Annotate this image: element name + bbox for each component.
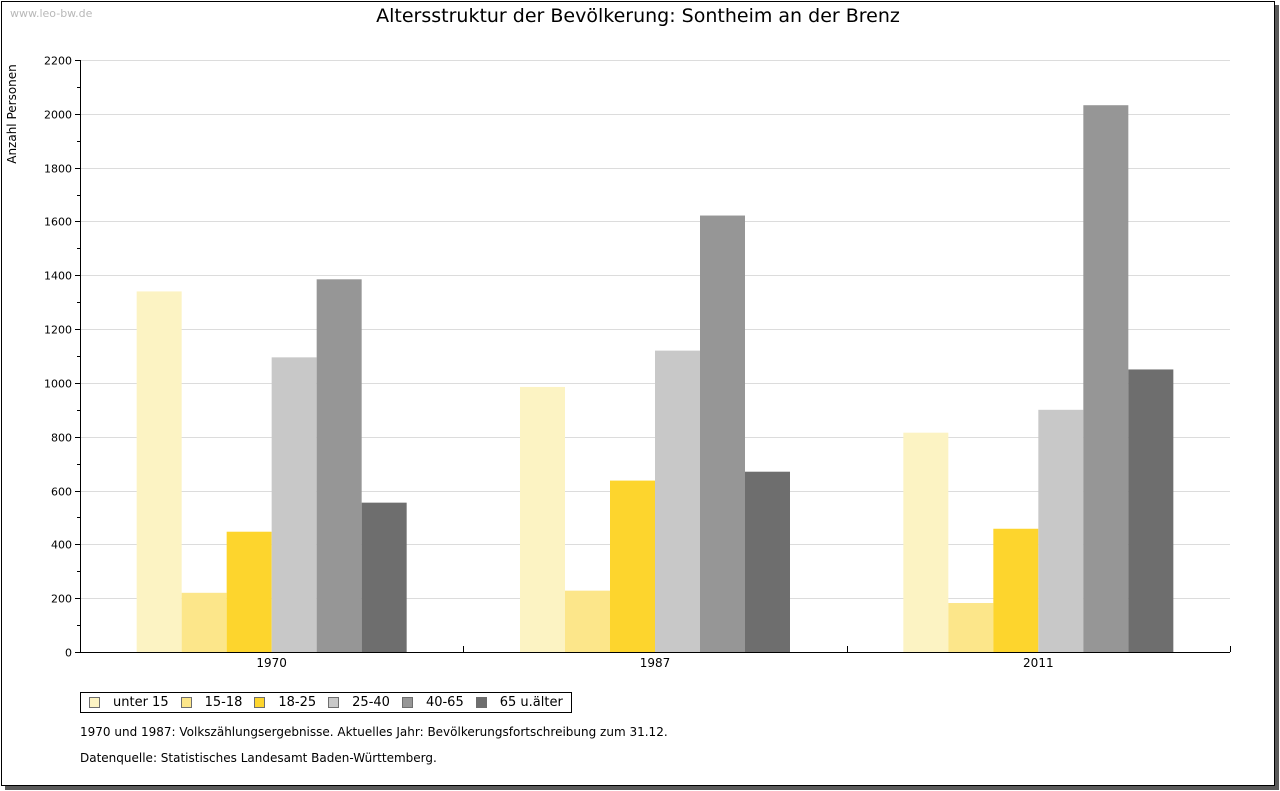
legend-swatch bbox=[401, 697, 413, 708]
y-tick-label: 400 bbox=[51, 539, 72, 552]
bar-1987-25-40 bbox=[655, 350, 700, 652]
bar-2011-18-25 bbox=[993, 528, 1039, 652]
bar-2011-65-u-lter bbox=[1128, 369, 1174, 652]
y-tick-label: 2200 bbox=[44, 55, 72, 68]
bar-1987-15-18 bbox=[565, 590, 610, 652]
legend-item: 18-25 bbox=[254, 695, 316, 710]
watermark: www.leo-bw.de bbox=[10, 7, 93, 20]
legend-item: 25-40 bbox=[328, 695, 390, 710]
y-axis-label: Anzahl Personen bbox=[5, 64, 19, 164]
x-tick-label: 1970 bbox=[256, 656, 287, 670]
bar-2011-25-40 bbox=[1038, 409, 1084, 652]
bar-2011-unter-15 bbox=[903, 432, 949, 652]
bar-1987-unter-15 bbox=[520, 386, 565, 652]
y-tick-label: 800 bbox=[51, 432, 72, 445]
legend-label: 40-65 bbox=[425, 695, 464, 710]
bar-1970-18-25 bbox=[226, 531, 272, 652]
legend-item: unter 15 bbox=[89, 695, 169, 710]
bar-1970-40-65 bbox=[316, 279, 362, 652]
bar-1970-15-18 bbox=[181, 592, 227, 652]
legend-item: 65 u.älter bbox=[475, 695, 563, 710]
y-tick-label: 1200 bbox=[44, 324, 72, 337]
bar-1970-unter-15 bbox=[136, 291, 182, 652]
bar-2011-15-18 bbox=[948, 603, 994, 652]
y-tick-label: 1000 bbox=[44, 378, 72, 391]
bar-1970-65-u-lter bbox=[361, 502, 407, 652]
legend-swatch bbox=[180, 697, 192, 708]
note-census: 1970 und 1987: Volkszählungsergebnisse. … bbox=[80, 725, 668, 739]
x-tick-label: 1987 bbox=[640, 656, 671, 670]
legend-swatch bbox=[254, 697, 266, 708]
legend-label: 15-18 bbox=[204, 695, 243, 710]
y-tick-label: 1600 bbox=[44, 216, 72, 229]
y-tick-label: 2000 bbox=[44, 109, 72, 122]
legend-item: 40-65 bbox=[401, 695, 464, 710]
bar-1970-25-40 bbox=[271, 357, 317, 652]
legend-swatch bbox=[475, 697, 487, 708]
legend-label: 18-25 bbox=[278, 695, 317, 710]
legend-label: unter 15 bbox=[113, 695, 169, 710]
bar-1987-18-25 bbox=[610, 480, 655, 652]
y-tick-label: 1400 bbox=[44, 270, 72, 283]
legend-swatch bbox=[328, 697, 340, 708]
note-source: Datenquelle: Statistisches Landesamt Bad… bbox=[80, 751, 437, 765]
legend-swatch bbox=[89, 697, 100, 708]
bar-1987-65-u-lter bbox=[745, 471, 790, 652]
y-tick-label: 0 bbox=[65, 647, 72, 660]
bar-2011-40-65 bbox=[1083, 105, 1129, 652]
legend-label: 25-40 bbox=[352, 695, 390, 710]
chart-title: Altersstruktur der Bevölkerung: Sontheim… bbox=[376, 5, 900, 27]
y-tick-label: 600 bbox=[51, 486, 72, 499]
chart-legend: unter 15 15-18 18-25 25-40 40-65 65 u.älter bbox=[80, 692, 572, 713]
y-tick-label: 200 bbox=[51, 593, 72, 606]
x-tick-label: 2011 bbox=[1023, 656, 1054, 670]
legend-label: 65 u.älter bbox=[499, 695, 563, 710]
y-tick-label: 1800 bbox=[44, 163, 72, 176]
bar-1987-40-65 bbox=[700, 215, 745, 652]
legend-item: 15-18 bbox=[180, 695, 243, 710]
